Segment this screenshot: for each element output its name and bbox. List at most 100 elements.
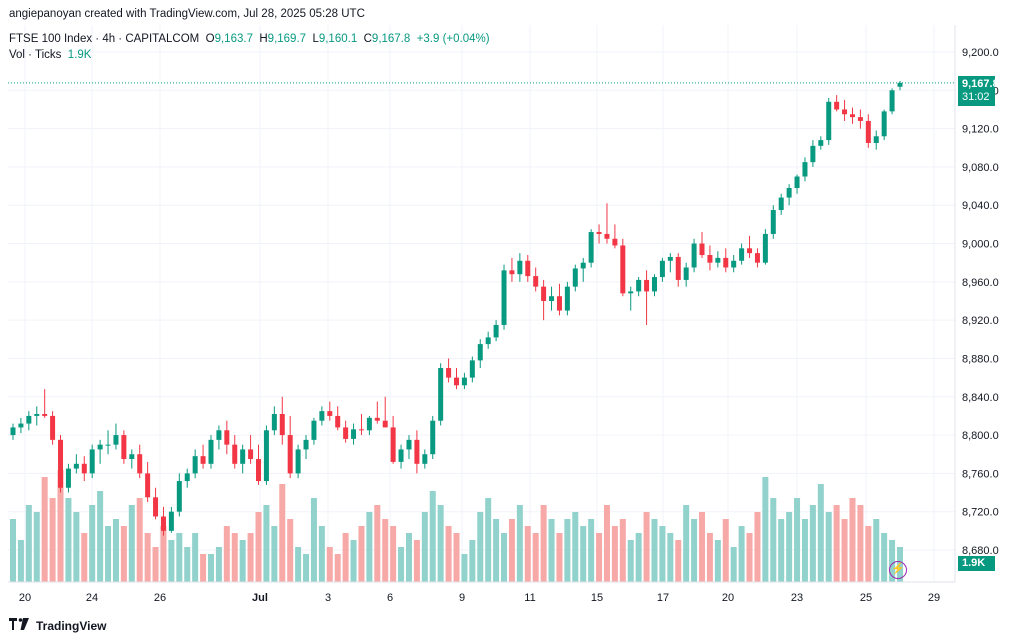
volume-bar [801,519,808,582]
chart-credit: angiepanoyan created with TradingView.co… [9,8,365,20]
volume-bar [437,505,444,582]
volume-bar [516,505,523,582]
candle-body [248,449,254,460]
bolt-icon[interactable]: ⚡ [889,561,907,579]
candle-body [153,497,159,517]
candle-body [34,414,40,416]
x-tick-label: 11 [524,592,535,604]
candle-body [295,449,301,474]
candle-body [636,279,642,292]
volume-bar [722,519,729,582]
y-tick-label: 8,800.0 [962,430,999,442]
volume-bar [825,512,832,582]
candle-body [390,427,396,462]
volume-bar [659,526,666,582]
candle-body [842,109,848,115]
volume-bar [390,526,397,582]
y-tick-label: 9,080.0 [962,162,999,174]
y-tick-label: 8,840.0 [962,392,999,404]
x-tick-label: 25 [860,592,872,604]
y-axis[interactable]: 8,680.0 8,720.0 8,760.0 8,800.0 8,840.0 8,880… [962,47,999,557]
candle-body [81,463,87,474]
candle-body [176,481,182,512]
volume-bar [295,547,302,582]
x-tick-label: 24 [86,592,98,604]
volume-bar [794,498,801,582]
candle-body [406,439,412,450]
candle-body [208,439,214,464]
volume-bar [849,498,856,582]
candle-body [525,260,531,277]
volume-bar [675,540,682,582]
candle-body [849,114,855,118]
volume-bar [374,505,381,582]
volume-bar [97,491,104,582]
volume-bar [17,540,24,582]
candle-body [160,516,166,531]
volume-bar [477,512,484,582]
candle-body [477,344,483,361]
volume-bar [596,533,603,582]
y-tick-label: 8,880.0 [962,353,999,365]
volume-bar [105,526,112,582]
volume-bar [540,505,547,582]
candle-body [184,473,190,482]
candle-body [50,415,56,440]
candle-body [897,82,903,87]
candle-body [754,253,760,263]
volume-legend-label[interactable]: Vol · Ticks [9,49,62,61]
candle-body [446,368,452,378]
volume-legend[interactable]: Vol · Ticks 1.9K [9,49,91,61]
x-tick-label: 6 [387,592,393,604]
candle-body [818,140,824,146]
volume-bar [239,540,246,582]
candle-body [113,435,119,445]
volume-bar [152,547,159,582]
volume-bar [738,526,745,582]
candle-body [826,101,832,141]
x-axis[interactable]: 20 24 26 Jul 3 6 9 11 15 17 20 23 25 29 [19,592,940,604]
candle-body [461,377,467,386]
candle-body [707,255,713,263]
volume-bar [809,505,816,582]
x-tick-label: 17 [657,592,669,604]
volume-bar [176,533,183,582]
candle-body [224,430,230,445]
volume-bar [160,526,167,582]
volume-bar [524,526,531,582]
volume-bar [120,526,127,582]
volume-bar [192,533,199,582]
symbol-legend[interactable]: FTSE 100 Index · 4h · CAPITALCOM O9,163.… [9,33,490,45]
candle-body [651,277,657,292]
candle-body [715,257,721,263]
candle-body [770,210,776,234]
candle-body [873,136,879,143]
x-tick-label: 29 [928,592,940,604]
candle-body [73,463,79,469]
volume-bar [366,512,373,582]
x-tick-label: 3 [325,592,331,604]
volume-bar [603,505,610,582]
candle-body [739,248,745,261]
candle-body [97,444,103,450]
candle-body [533,276,539,287]
volume-bar [770,498,777,582]
close-label: C [363,33,372,45]
volume-bar [706,533,713,582]
volume-bar [627,540,634,582]
volume-bar [231,533,238,582]
candle-body [778,197,784,211]
x-tick-label: 23 [791,592,803,604]
x-tick-label: 9 [459,592,465,604]
tradingview-logo[interactable]: TradingView [9,618,106,633]
volume-bar [429,491,436,582]
volume-bar [49,498,56,582]
x-tick-label: 15 [591,592,603,604]
candle-body [438,368,444,421]
symbol-name[interactable]: FTSE 100 Index · 4h · CAPITALCOM [9,33,200,45]
volume-bar [303,554,310,582]
high-label: H [259,33,268,45]
volume-bar [548,519,555,582]
candle-body [699,243,705,256]
